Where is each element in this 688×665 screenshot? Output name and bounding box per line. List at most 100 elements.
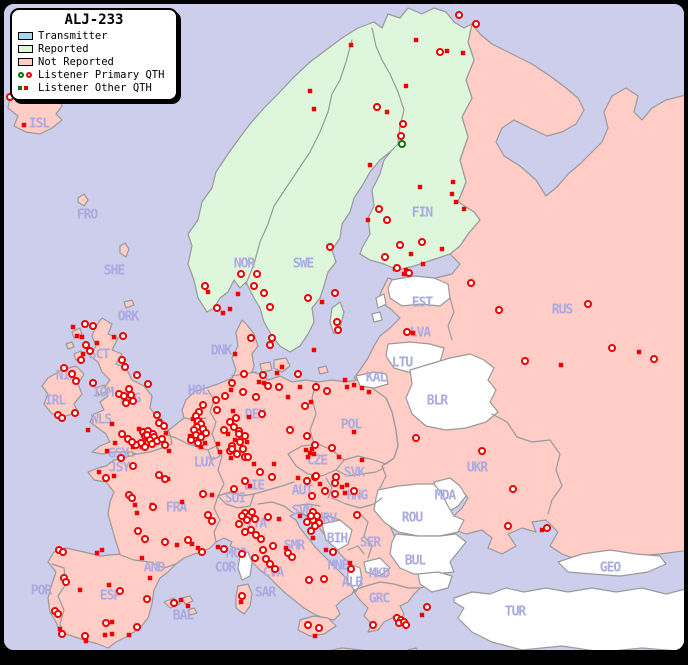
listener-other-qth-marker xyxy=(70,324,76,330)
listener-primary-qth-marker xyxy=(221,392,229,400)
listener-primary-qth-marker xyxy=(133,623,141,631)
listener-primary-qth-marker xyxy=(241,477,249,485)
listener-primary-qth-marker xyxy=(81,632,89,640)
listener-primary-qth-marker xyxy=(369,621,377,629)
country-label-geo: GEO xyxy=(600,561,622,576)
listener-other-qth-marker xyxy=(311,451,317,457)
listener-primary-qth-marker xyxy=(235,520,243,528)
country-label-wls: WLS xyxy=(91,413,113,428)
country-shape-turkey-thrace xyxy=(417,571,453,593)
listener-primary-qth-marker xyxy=(199,490,207,498)
legend-item-not-reported: Not Reported xyxy=(18,56,170,68)
listener-other-qth-marker xyxy=(251,461,257,467)
listener-primary-qth-marker xyxy=(256,468,264,476)
listener-primary-qth-marker xyxy=(102,474,110,482)
legend-item-primary-qth: Listener Primary QTH xyxy=(18,69,170,81)
listener-primary-qth-marker xyxy=(133,371,141,379)
listener-other-qth-marker xyxy=(227,306,233,312)
listener-primary-qth-marker xyxy=(315,624,323,632)
country-shape-faroe xyxy=(77,193,89,207)
country-label-fin: FIN xyxy=(412,206,434,221)
listener-primary-qth-marker xyxy=(252,393,260,401)
listener-other-qth-marker xyxy=(215,544,221,550)
listener-primary-qth-marker xyxy=(226,418,234,426)
listener-other-qth-marker xyxy=(636,349,642,355)
listener-primary-qth-marker xyxy=(244,453,252,461)
listener-primary-qth-marker xyxy=(294,370,302,378)
listener-primary-qth-marker xyxy=(204,511,212,519)
listener-other-qth-marker xyxy=(285,394,291,400)
country-label-ukr: UKR xyxy=(467,461,489,476)
listener-other-qth-marker xyxy=(558,362,564,368)
listener-other-qth-marker xyxy=(80,351,86,357)
country-label-sct: SCT xyxy=(89,348,111,363)
listener-primary-qth-marker xyxy=(303,477,311,485)
listener-primary-qth-marker xyxy=(262,555,270,563)
listener-other-qth-marker xyxy=(336,454,342,460)
listener-other-qth-marker xyxy=(189,541,195,547)
listener-primary-qth-marker xyxy=(148,440,156,448)
listener-primary-qth-marker xyxy=(60,364,68,372)
europe-map: ISLFROSHEORKSCTNIRIRLIOMENGWLSGSYJSYHOLB… xyxy=(4,4,684,650)
listener-other-qth-marker xyxy=(403,83,409,89)
country-shape-estonia xyxy=(387,275,451,307)
listener-other-qth-marker xyxy=(317,481,323,487)
country-label-lux: LUX xyxy=(194,456,216,471)
legend-item-other-qth: Listener Other QTH xyxy=(18,82,170,94)
listener-primary-qth-marker xyxy=(375,205,383,213)
listener-primary-qth-marker xyxy=(312,472,320,480)
listener-other-qth-marker xyxy=(74,333,80,339)
listener-primary-qth-marker xyxy=(373,103,381,111)
listener-other-qth-marker xyxy=(342,377,348,383)
listener-primary-qth-marker xyxy=(117,454,125,462)
listener-primary-qth-marker xyxy=(141,443,149,451)
listener-primary-qth-marker xyxy=(286,426,294,434)
listener-other-qth-marker xyxy=(450,179,456,185)
listener-other-qth-marker xyxy=(271,461,277,467)
listener-other-qth-marker xyxy=(187,433,193,439)
listener-other-qth-marker xyxy=(230,408,236,414)
listener-primary-qth-marker xyxy=(253,270,261,278)
country-label-cor: COR xyxy=(215,561,237,576)
listener-other-qth-marker xyxy=(311,347,317,353)
country-label-tur: TUR xyxy=(505,605,527,620)
country-shape-corsica xyxy=(237,551,253,581)
country-label-iom: IOM xyxy=(93,386,115,401)
listener-primary-qth-marker xyxy=(129,462,137,470)
listener-primary-qth-marker xyxy=(495,306,503,314)
listener-other-qth-marker xyxy=(256,379,262,385)
legend-title: ALJ-233 xyxy=(64,12,124,28)
listener-primary-qth-marker xyxy=(304,621,312,629)
country-label-mne: MNE xyxy=(328,559,349,574)
listener-primary-qth-marker xyxy=(77,356,85,364)
listener-primary-qth-marker xyxy=(328,444,336,452)
listener-primary-qth-marker xyxy=(269,542,277,550)
listener-primary-qth-marker xyxy=(71,409,79,417)
listener-primary-qth-marker xyxy=(398,140,406,148)
listener-primary-qth-marker xyxy=(584,300,592,308)
listener-primary-qth-marker xyxy=(259,546,267,554)
country-label-swe: SWE xyxy=(293,257,314,272)
listener-other-qth-marker xyxy=(366,389,372,395)
listener-other-qth-marker xyxy=(109,421,115,427)
listener-other-qth-marker xyxy=(408,251,414,257)
country-label-est: EST xyxy=(412,296,434,311)
listener-primary-qth-marker xyxy=(72,377,80,385)
listener-other-qth-marker xyxy=(96,469,102,475)
listener-primary-qth-marker xyxy=(232,414,240,422)
listener-other-qth-marker xyxy=(195,545,201,551)
listener-other-qth-marker xyxy=(417,184,423,190)
listener-primary-qth-marker xyxy=(504,522,512,530)
listener-primary-qth-marker xyxy=(423,603,431,611)
listener-primary-qth-marker xyxy=(248,508,256,516)
country-label-alb: ALB xyxy=(342,576,364,591)
listener-primary-qth-marker xyxy=(239,445,247,453)
listener-primary-qth-marker xyxy=(62,578,70,586)
listener-primary-qth-marker xyxy=(243,516,251,524)
listener-primary-qth-marker xyxy=(213,406,221,414)
listener-other-qth-marker xyxy=(449,191,455,197)
country-shape-guernsey xyxy=(127,451,134,457)
listener-primary-qth-marker xyxy=(194,439,202,447)
listener-primary-qth-marker xyxy=(212,396,220,404)
